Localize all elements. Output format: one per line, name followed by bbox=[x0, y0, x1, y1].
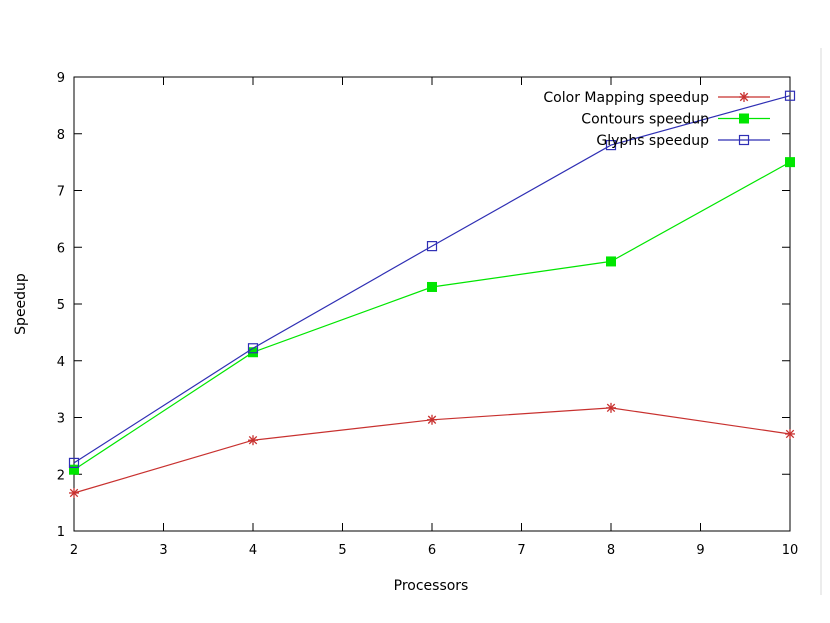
data-point bbox=[784, 90, 796, 101]
x-tick-label: 5 bbox=[338, 543, 346, 558]
data-point bbox=[69, 464, 79, 475]
legend-entry-marker bbox=[738, 134, 750, 146]
y-tick-label: 3 bbox=[57, 412, 65, 427]
y-tick-label: 7 bbox=[57, 185, 65, 200]
x-tick-label: 4 bbox=[249, 543, 257, 558]
data-point bbox=[426, 241, 438, 252]
data-point bbox=[247, 343, 259, 354]
x-tick-label: 6 bbox=[428, 543, 436, 558]
data-point bbox=[606, 256, 616, 267]
data-point bbox=[785, 157, 795, 168]
x-tick-label: 2 bbox=[70, 543, 78, 558]
series-0 bbox=[69, 402, 795, 498]
x-tick-label: 9 bbox=[696, 543, 704, 558]
data-point bbox=[785, 428, 795, 439]
legend-entry-marker bbox=[739, 113, 749, 124]
legend-entry-label: Contours speedup bbox=[581, 112, 709, 128]
data-point bbox=[69, 487, 79, 498]
data-point bbox=[427, 281, 437, 292]
legend-entry-label: Color Mapping speedup bbox=[543, 90, 709, 106]
series-line bbox=[73, 95, 791, 464]
series-2 bbox=[68, 90, 796, 468]
legend-entry-label: Glyphs speedup bbox=[596, 133, 709, 149]
y-tick-label: 4 bbox=[57, 355, 65, 370]
y-axis-label: Speedup bbox=[13, 273, 29, 335]
series-layer bbox=[68, 90, 796, 498]
x-tick-label: 8 bbox=[607, 543, 615, 558]
data-point bbox=[68, 457, 80, 468]
y-tick-label: 2 bbox=[57, 468, 65, 483]
legend-entry-marker bbox=[739, 92, 749, 102]
y-tick-label: 6 bbox=[57, 241, 65, 256]
legend: Color Mapping speedup Contours speedup Gly… bbox=[543, 90, 770, 149]
x-axis-label: Processors bbox=[394, 578, 469, 594]
y-tick-label: 5 bbox=[57, 298, 65, 313]
x-tick-label: 3 bbox=[159, 543, 167, 558]
data-point bbox=[606, 402, 616, 413]
x-tick-label: 10 bbox=[782, 543, 799, 558]
data-point bbox=[248, 435, 258, 446]
x-tick-label: 7 bbox=[517, 543, 525, 558]
series-1 bbox=[69, 157, 795, 475]
x-axis-ticks: 2 3 4 5 6 7 8 9 10 bbox=[70, 77, 798, 558]
data-point bbox=[605, 140, 617, 151]
data-point bbox=[427, 414, 437, 425]
y-tick-label: 1 bbox=[57, 525, 65, 540]
y-tick-label: 8 bbox=[57, 128, 65, 143]
y-tick-label: 9 bbox=[57, 71, 65, 86]
